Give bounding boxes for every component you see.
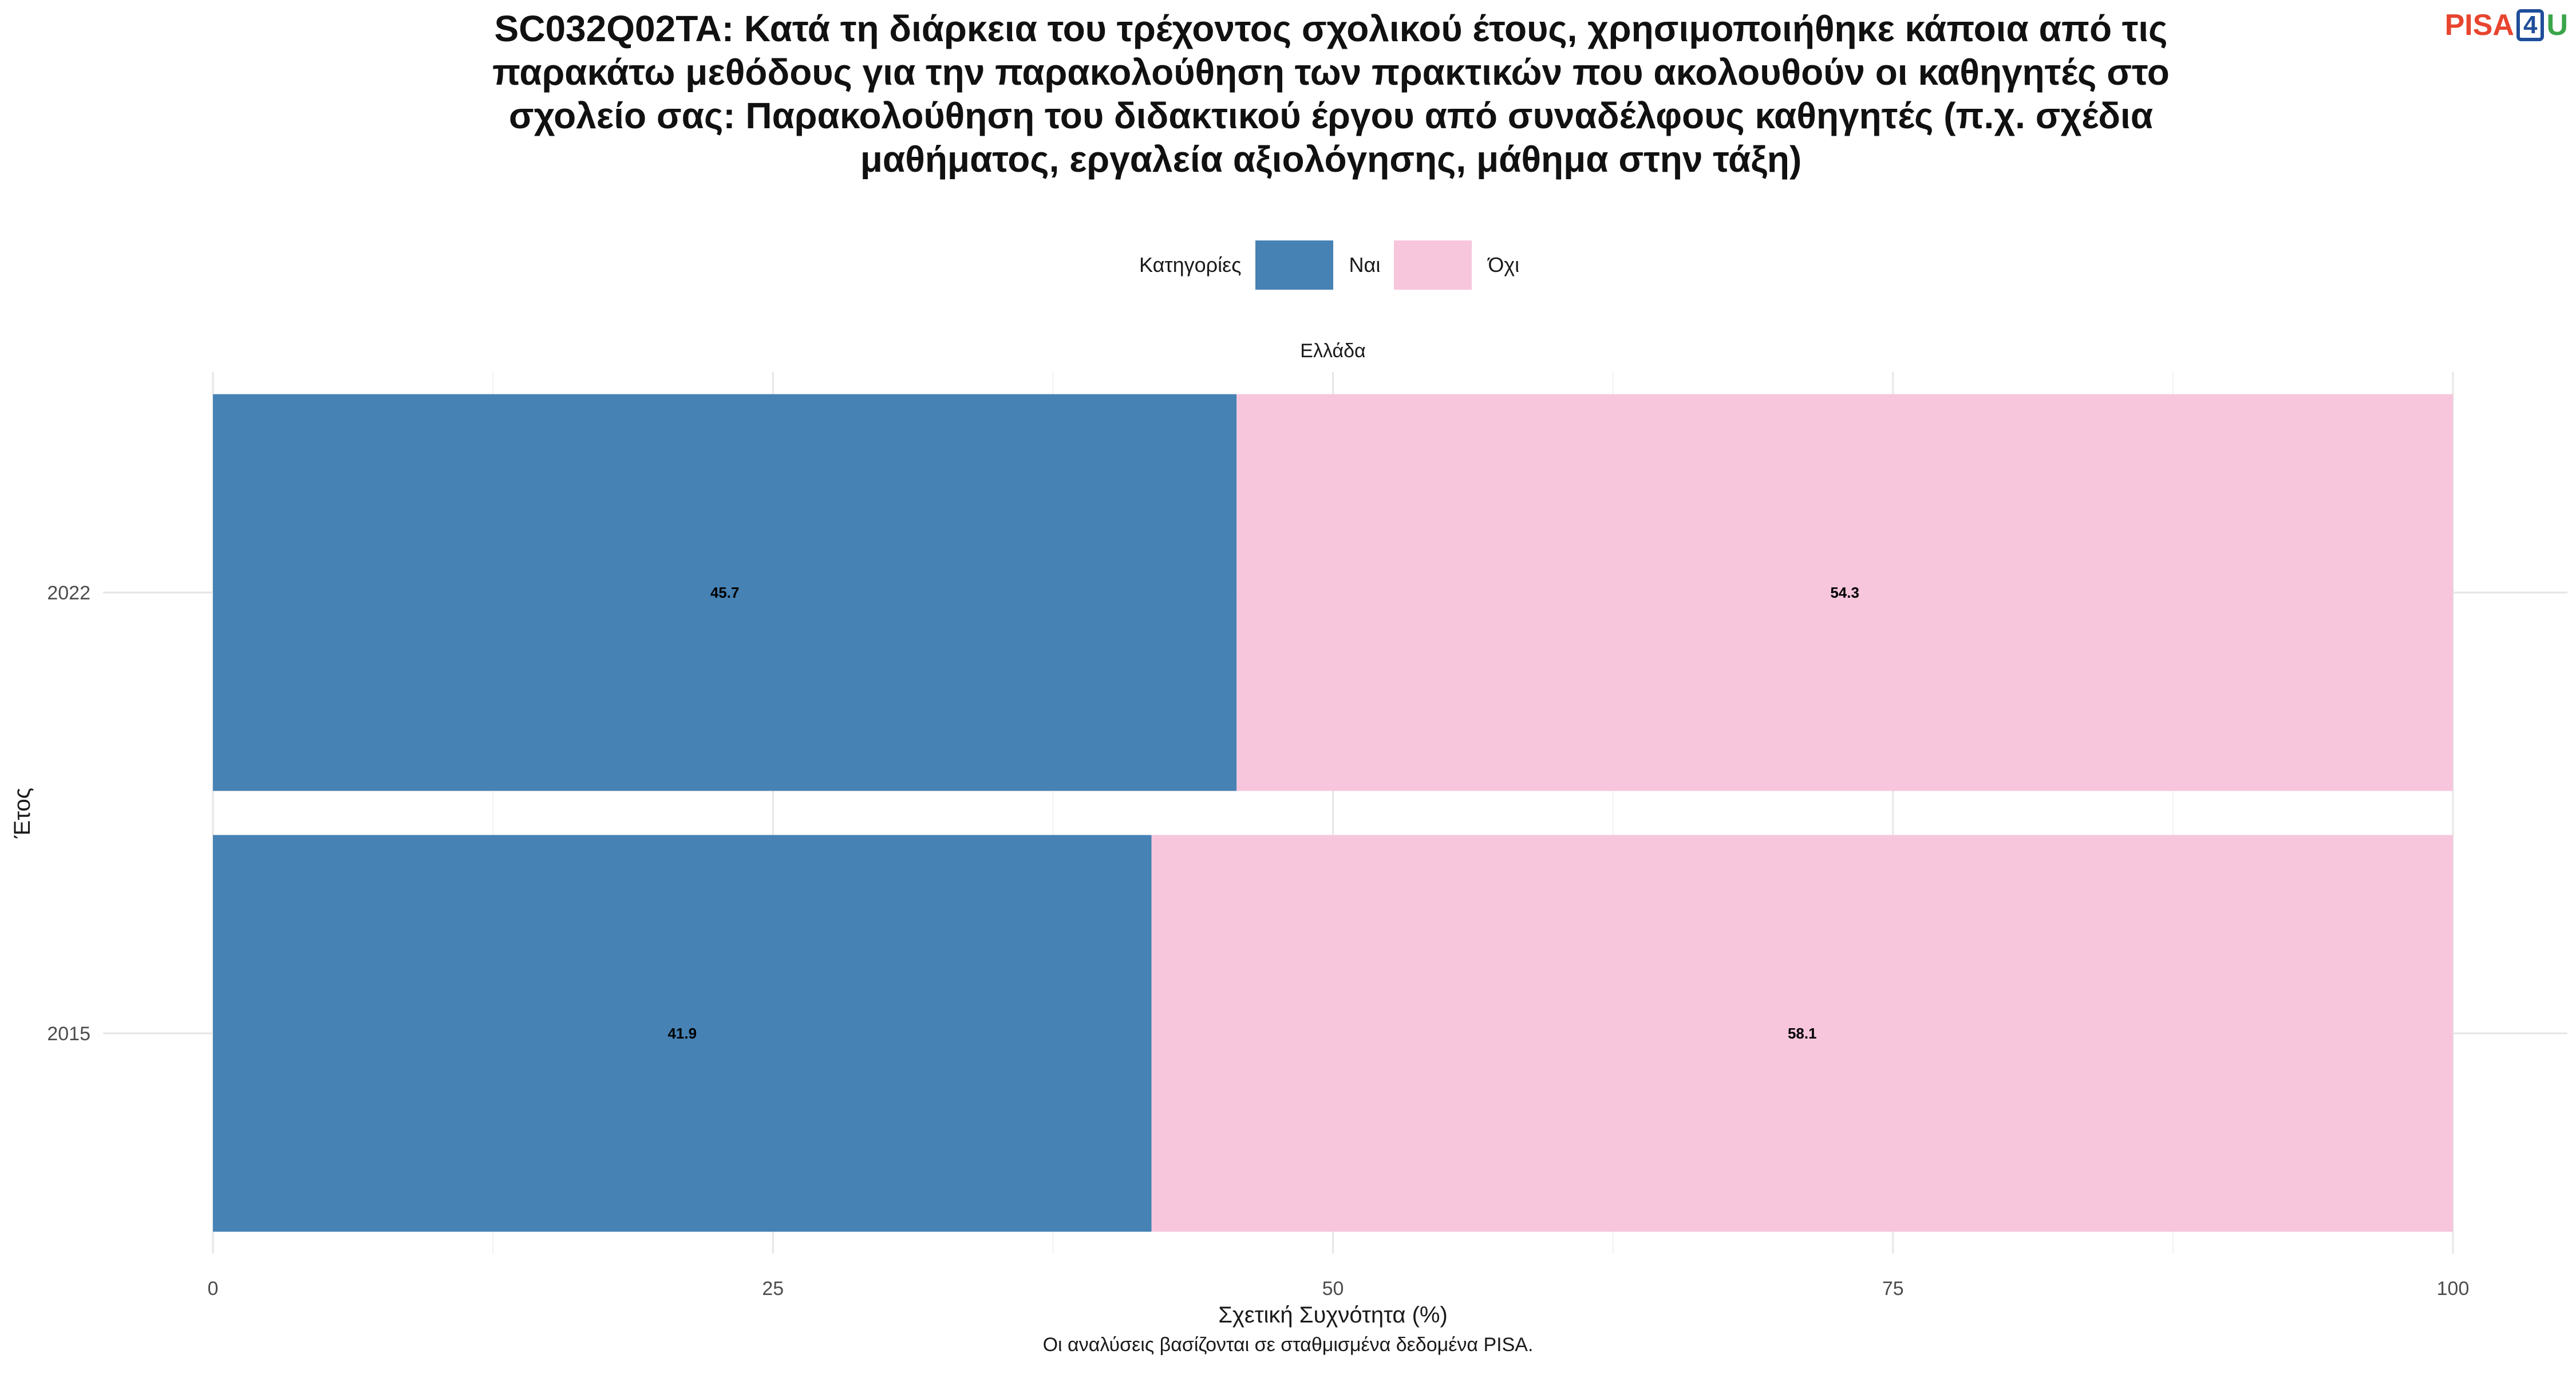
bar-no-2015 xyxy=(1151,835,2453,1232)
facet-label: Ελλάδα xyxy=(1300,340,1365,362)
x-tick-label: 50 xyxy=(1322,1278,1344,1300)
bar-yes-2015 xyxy=(213,835,1152,1232)
pisa4u-logo: PISA 4 U xyxy=(2445,8,2568,42)
bar-labels: 45.7 54.3 41.9 58.1 xyxy=(667,584,1859,1042)
legend-title: Κατηγορίες xyxy=(1139,253,1242,277)
logo-pisa-text: PISA xyxy=(2444,9,2514,42)
data-label: 45.7 xyxy=(710,584,740,601)
legend-key-no xyxy=(1394,240,1472,290)
bar-yes-2022 xyxy=(213,394,1237,791)
axes: Ελλάδα 2022 2015 0 25 50 75 100 Σχετική Συχνότητ… xyxy=(10,340,2469,1328)
x-tick-label: 0 xyxy=(208,1278,219,1300)
logo-u-text: U xyxy=(2546,9,2568,42)
chart-title: SC032Q02TA: Κατά τη διάρκεια του τρέχοντ… xyxy=(492,8,2170,180)
logo-four-badge: 4 xyxy=(2516,9,2545,41)
bars xyxy=(213,394,2453,1232)
x-tick-label: 75 xyxy=(1882,1278,1904,1300)
x-tick-label: 100 xyxy=(2437,1278,2470,1300)
data-label: 54.3 xyxy=(1830,584,1859,601)
x-tick-label: 25 xyxy=(762,1278,784,1300)
y-axis-title: Έτος xyxy=(10,788,35,839)
bar-no-2022 xyxy=(1236,394,2453,791)
legend: Κατηγορίες Ναι Όχι xyxy=(1139,240,1533,290)
data-label: 41.9 xyxy=(667,1025,697,1042)
footer-note: Οι αναλύσεις βασίζονται σε σταθμισμένα δ… xyxy=(1042,1334,1534,1356)
x-axis-title: Σχετική Συχνότητα (%) xyxy=(1218,1302,1448,1328)
data-label: 58.1 xyxy=(1788,1025,1817,1042)
legend-key-yes xyxy=(1255,240,1333,290)
y-tick-label: 2015 xyxy=(47,1023,90,1045)
y-tick-label: 2022 xyxy=(47,582,90,604)
legend-label-yes: Ναι xyxy=(1349,253,1381,277)
legend-label-no: Όχι xyxy=(1488,253,1520,277)
